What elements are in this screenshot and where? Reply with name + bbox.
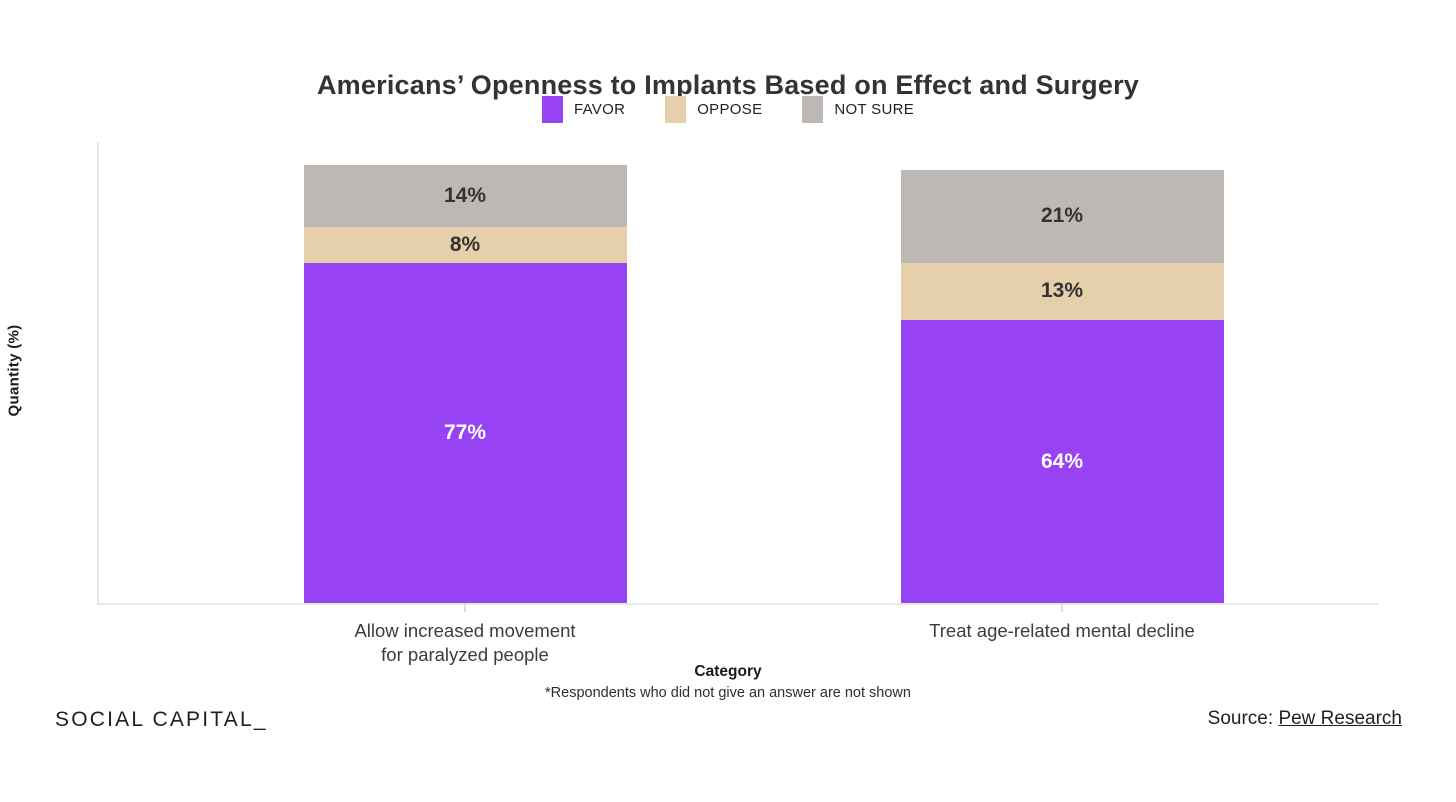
value-label: 64% xyxy=(1040,449,1084,473)
value-label: 21% xyxy=(1040,204,1084,228)
value-label: 13% xyxy=(1040,279,1084,303)
legend-label-favor: FAVOR xyxy=(573,101,626,118)
y-axis-label: Quantity (%) xyxy=(5,324,23,417)
legend-item-not-sure: NOT SURE xyxy=(802,96,914,123)
legend-label-oppose: OPPOSE xyxy=(697,101,763,118)
x-axis-tick xyxy=(464,603,466,612)
x-category-label: Allow increased movement for paralyzed p… xyxy=(354,620,576,666)
bar-segment-oppose: 13% xyxy=(900,262,1224,321)
bar-segment-not-sure: 14% xyxy=(303,165,627,228)
bar-segment-favor: 77% xyxy=(303,262,627,603)
x-category-label: Treat age-related mental decline xyxy=(929,620,1195,641)
bar-segment-not-sure: 21% xyxy=(900,169,1224,263)
legend-item-favor: FAVOR xyxy=(541,96,626,123)
chart-footnote: *Respondents who did not give an answer … xyxy=(545,685,911,701)
value-label: 8% xyxy=(449,232,481,256)
source-line: Source: Pew Research xyxy=(1208,708,1402,730)
brand-logo: SOCIAL CAPITAL_ xyxy=(55,708,268,731)
stacked-bar: 64% 13% 21% xyxy=(900,169,1224,603)
legend-swatch-not-sure xyxy=(802,96,824,123)
chart-legend: FAVOR OPPOSE NOT SURE xyxy=(0,96,1456,123)
stacked-bar: 77% 8% 14% xyxy=(303,165,627,603)
value-label: 77% xyxy=(443,420,487,444)
chart-title: Americans’ Openness to Implants Based on… xyxy=(316,70,1140,101)
legend-label-not-sure: NOT SURE xyxy=(834,101,915,118)
x-axis-label: Category xyxy=(694,663,762,680)
plot-area: 77% 8% 14% Allow increased movement for par… xyxy=(97,142,1378,665)
legend-swatch-oppose xyxy=(665,96,687,123)
value-label: 14% xyxy=(443,184,487,208)
bar-segment-oppose: 8% xyxy=(303,227,627,263)
source-prefix: Source: xyxy=(1207,708,1279,729)
legend-item-oppose: OPPOSE xyxy=(665,96,762,123)
bar-segment-favor: 64% xyxy=(900,320,1224,603)
source-link[interactable]: Pew Research xyxy=(1278,708,1402,729)
x-axis-tick xyxy=(1061,603,1063,612)
legend-swatch-favor xyxy=(541,96,563,123)
